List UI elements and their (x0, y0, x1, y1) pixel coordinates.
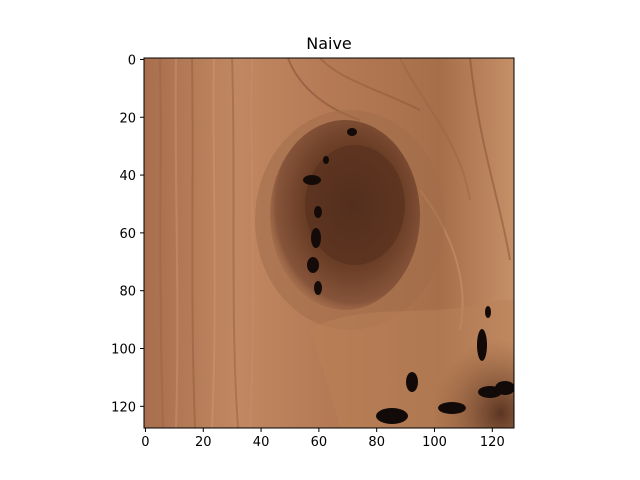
y-axis-ticks: 0 20 40 60 80 100 120 (111, 53, 144, 415)
y-tick-label: 120 (111, 400, 136, 415)
x-axis-ticks: 0 20 40 60 80 100 120 (141, 428, 505, 450)
x-tick-label: 0 (141, 435, 149, 450)
x-tick-label: 60 (311, 435, 328, 450)
lower-cracks (376, 306, 514, 424)
y-tick-label: 60 (119, 227, 136, 242)
x-tick-label: 100 (422, 435, 447, 450)
x-tick-label: 40 (253, 435, 270, 450)
chart-title: Naive (306, 34, 352, 53)
y-tick-label: 0 (128, 53, 136, 68)
x-tick-label: 20 (195, 435, 212, 450)
x-tick-label: 120 (480, 435, 505, 450)
y-tick-label: 40 (119, 169, 136, 184)
x-tick-label: 80 (368, 435, 385, 450)
axes-frame (143, 57, 515, 429)
knot-core (305, 145, 405, 265)
image-plot (144, 58, 514, 428)
knot-cracks (303, 128, 357, 295)
y-tick-label: 80 (119, 285, 136, 300)
y-tick-label: 20 (119, 111, 136, 126)
y-tick-label: 100 (111, 343, 136, 358)
